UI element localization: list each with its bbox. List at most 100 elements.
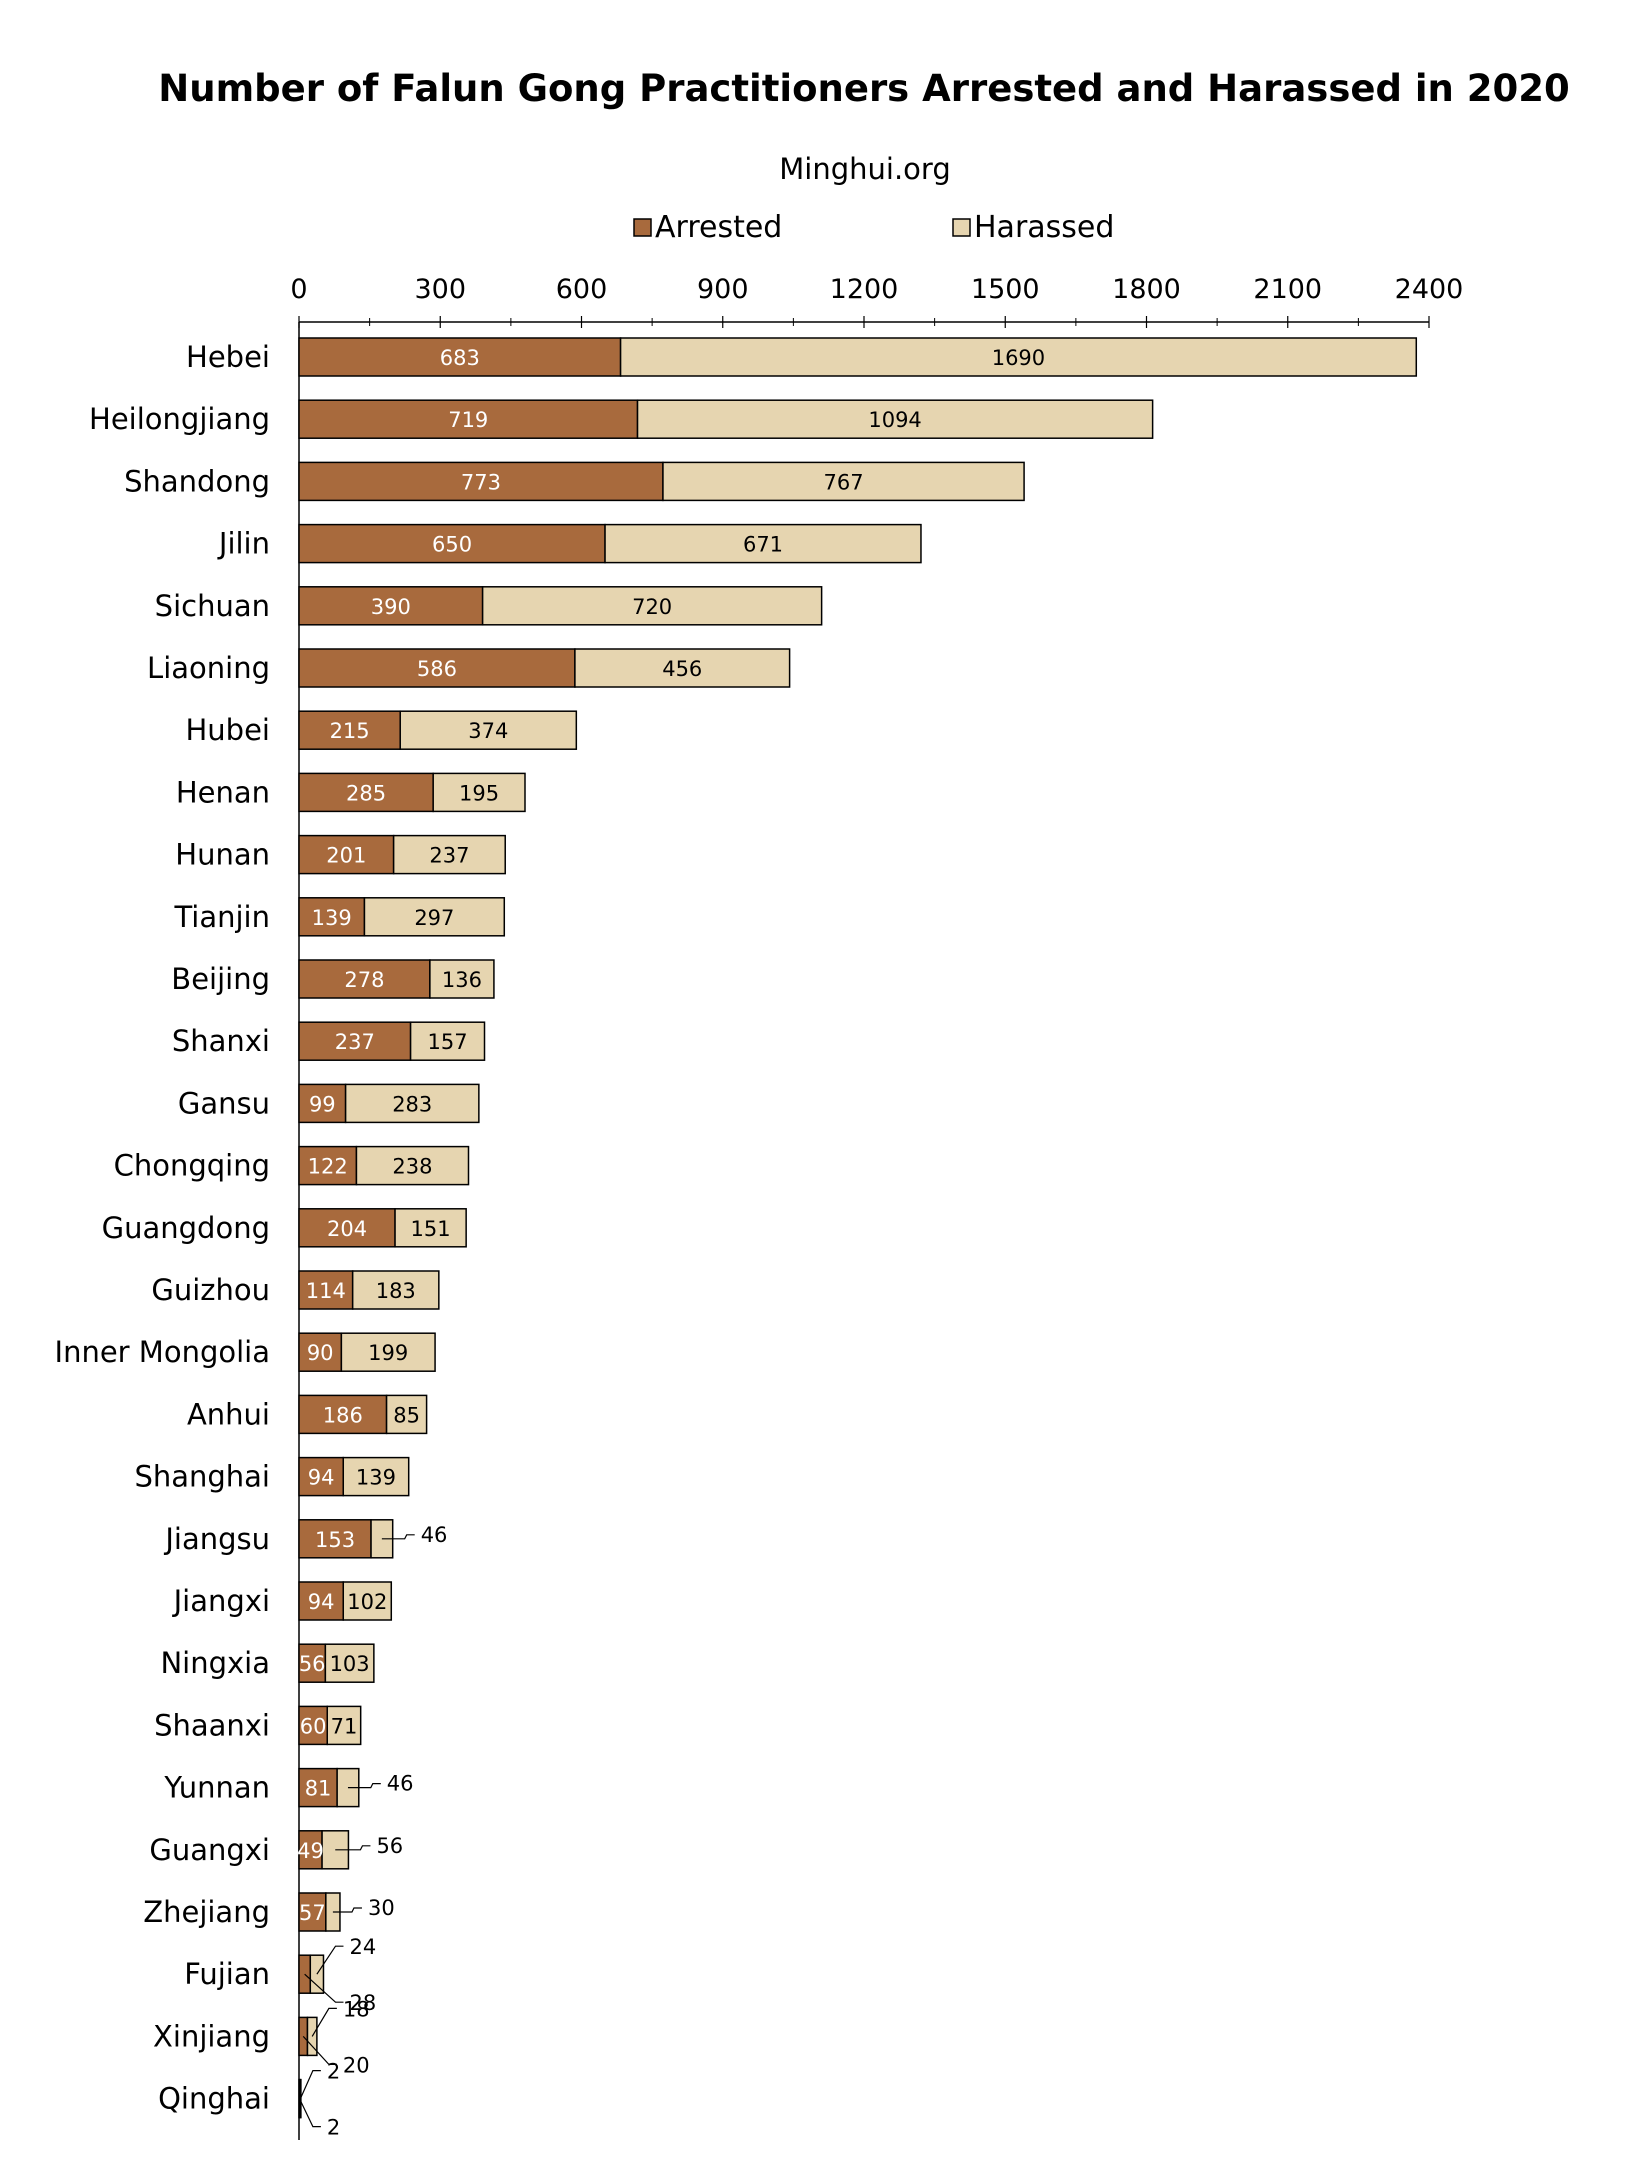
bar-harassed [355, 1145, 470, 1186]
bar-harassed [326, 1705, 362, 1746]
category-label: Hebei [186, 340, 270, 374]
x-tick-label: 1200 [830, 274, 899, 305]
bar-arrested [298, 1332, 343, 1372]
bar-arrested [298, 959, 431, 999]
data-label-arrested: 56 [299, 1652, 326, 1676]
data-label-harassed: 297 [414, 906, 454, 930]
bar-arrested [298, 1519, 372, 1559]
data-label-arrested: 719 [448, 408, 488, 432]
data-label-harassed: 102 [347, 1590, 387, 1614]
x-tick-label: 0 [290, 274, 307, 305]
category-label: Chongqing [114, 1149, 270, 1183]
bar-arrested [298, 1270, 354, 1310]
bar-arrested [298, 1456, 345, 1497]
data-label-arrested: 24 [349, 1935, 376, 1959]
data-label-arrested: 122 [308, 1155, 348, 1179]
category-label: Anhui [187, 1397, 270, 1431]
bar-harassed [409, 1021, 486, 1061]
data-label-harassed: 767 [823, 470, 863, 494]
data-label-arrested: 153 [315, 1528, 355, 1552]
category-label: Hubei [186, 713, 271, 747]
category-label: Yunnan [163, 1771, 270, 1805]
data-label-arrested: 285 [346, 781, 386, 805]
category-label: Xinjiang [153, 2019, 270, 2053]
data-label-arrested: 201 [326, 844, 366, 868]
bar-arrested [298, 1705, 328, 1746]
bar-harassed [399, 710, 578, 750]
bar-arrested [298, 399, 639, 439]
bar-harassed [324, 1643, 375, 1683]
category-label: Jiangxi [172, 1584, 270, 1618]
bar-harassed [636, 399, 1154, 439]
data-label-harassed: 183 [376, 1279, 416, 1303]
category-label: Shanxi [172, 1024, 270, 1058]
leader-line [311, 2007, 337, 2037]
legend-swatch-arrested [633, 218, 652, 237]
data-label-harassed: 720 [632, 595, 672, 619]
category-label: Beijing [171, 962, 270, 996]
category-label: Sichuan [155, 589, 270, 623]
category-label: Zhejiang [143, 1895, 270, 1929]
category-label: Heilongjiang [89, 402, 270, 436]
data-label-arrested: 94 [308, 1466, 335, 1490]
data-label-harassed: 46 [421, 1523, 448, 1547]
data-label-arrested: 186 [323, 1403, 363, 1427]
leader-line [299, 2070, 321, 2099]
data-label-arrested: 60 [300, 1714, 327, 1738]
data-label-harassed: 283 [392, 1092, 432, 1116]
leader-line [381, 1534, 415, 1540]
data-label-harassed: 20 [343, 2053, 370, 2077]
category-label: Guangxi [149, 1833, 270, 1867]
category-labels: Hebei Heilongjiang Shandong Jilin Sichuan Lia… [55, 340, 270, 2116]
data-label-harassed: 71 [331, 1714, 358, 1738]
bar-arrested [298, 834, 395, 875]
bar-harassed [574, 648, 791, 688]
category-label: Henan [176, 775, 270, 809]
data-label-harassed: 30 [368, 1896, 395, 1920]
bar-harassed [394, 1208, 467, 1248]
data-label-harassed: 671 [743, 533, 783, 557]
category-label: Jiangsu [163, 1522, 270, 1556]
bar-harassed [481, 586, 823, 626]
chart-title: Number of Falun Gong Practitioners Arres… [158, 67, 1569, 110]
data-label-arrested: 237 [335, 1030, 375, 1054]
x-tick-label: 900 [697, 274, 749, 305]
data-label-arrested: 586 [417, 657, 457, 681]
data-label-arrested: 57 [299, 1901, 326, 1925]
leader-line [335, 1845, 371, 1851]
category-label: Shaanxi [154, 1708, 270, 1742]
chart-subtitle: Minghui.org [779, 152, 950, 186]
data-label-harassed: 456 [662, 657, 702, 681]
bar-arrested [298, 897, 366, 937]
data-label-arrested: 278 [344, 968, 384, 992]
x-tick-label: 1800 [1112, 274, 1181, 305]
category-label: Tianjin [173, 900, 270, 934]
data-label-arrested: 2 [327, 2060, 340, 2084]
legend: Arrested Harassed [633, 210, 1114, 245]
category-label: Gansu [178, 1086, 270, 1120]
data-label-harassed: 2 [327, 2116, 340, 2140]
category-label: Inner Mongolia [55, 1335, 270, 1369]
bar-arrested [298, 461, 664, 502]
leader-line [316, 1945, 344, 1975]
x-tick-label: 600 [556, 274, 608, 305]
data-label-harassed: 136 [442, 968, 482, 992]
data-label-arrested: 49 [297, 1839, 324, 1863]
legend-label-arrested: Arrested [655, 210, 782, 245]
category-label: Jilin [217, 527, 270, 561]
data-label-arrested: 18 [343, 1997, 370, 2021]
data-label-harassed: 237 [429, 844, 469, 868]
data-label-harassed: 85 [393, 1403, 420, 1427]
bar-arrested [298, 337, 622, 377]
x-axis: 0 300 600 900 1200 1500 1800 2100 2400 [290, 274, 1463, 2140]
bar-harassed [619, 337, 1418, 377]
bar-arrested [298, 1643, 327, 1683]
bar-arrested [298, 2016, 309, 2057]
bar-arrested [298, 1767, 338, 1808]
data-label-arrested: 90 [307, 1341, 334, 1365]
data-label-arrested: 390 [371, 595, 411, 619]
x-tick-label: 2100 [1253, 274, 1322, 305]
data-label-arrested: 99 [309, 1092, 336, 1116]
data-label-arrested: 81 [305, 1777, 332, 1801]
